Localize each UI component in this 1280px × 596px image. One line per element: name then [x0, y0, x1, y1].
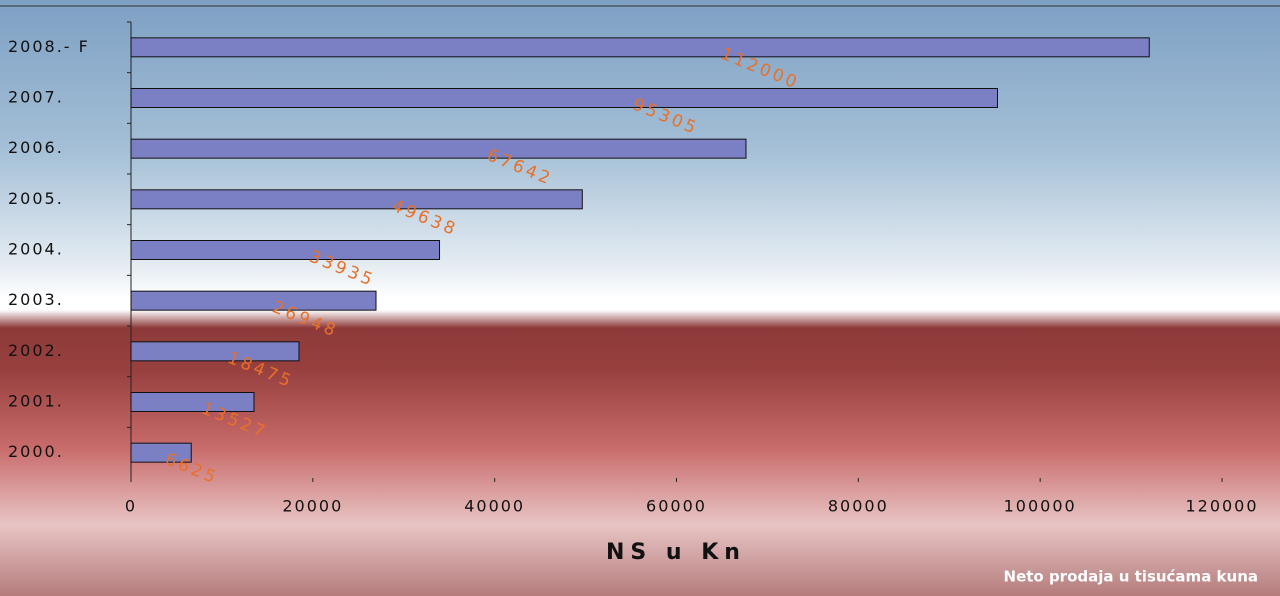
x-tick-label: 120000 — [1185, 497, 1258, 516]
y-tick-label: 2001. — [8, 392, 64, 411]
bar — [130, 341, 300, 362]
y-tick-label: 2005. — [8, 189, 64, 208]
y-tick-label: 2004. — [8, 240, 64, 259]
bar — [130, 290, 377, 311]
x-tick-label: 40000 — [464, 497, 525, 516]
y-tick-label: 2000. — [8, 442, 64, 461]
x-axis-title: NS u Kn — [606, 540, 746, 565]
x-tick-label: 80000 — [828, 497, 889, 516]
bar — [130, 392, 255, 412]
y-tick-label: 2006. — [8, 138, 64, 157]
x-tick-label: 0 — [125, 497, 137, 516]
x-tick-label: 20000 — [282, 497, 343, 516]
bar — [130, 37, 1150, 58]
bar — [130, 88, 998, 108]
bar — [130, 240, 441, 260]
x-tick-label: 60000 — [646, 497, 707, 516]
bar — [130, 138, 747, 159]
bar — [130, 189, 583, 210]
y-tick-label: 2007. — [8, 88, 64, 107]
y-tick-label: 2003. — [8, 290, 64, 309]
bar — [130, 442, 192, 463]
y-tick-label: 2008.- F — [8, 37, 90, 56]
caption: Neto prodaja u tisućama kuna — [1004, 568, 1258, 586]
x-tick-label: 100000 — [1004, 497, 1077, 516]
y-tick-label: 2002. — [8, 341, 64, 360]
